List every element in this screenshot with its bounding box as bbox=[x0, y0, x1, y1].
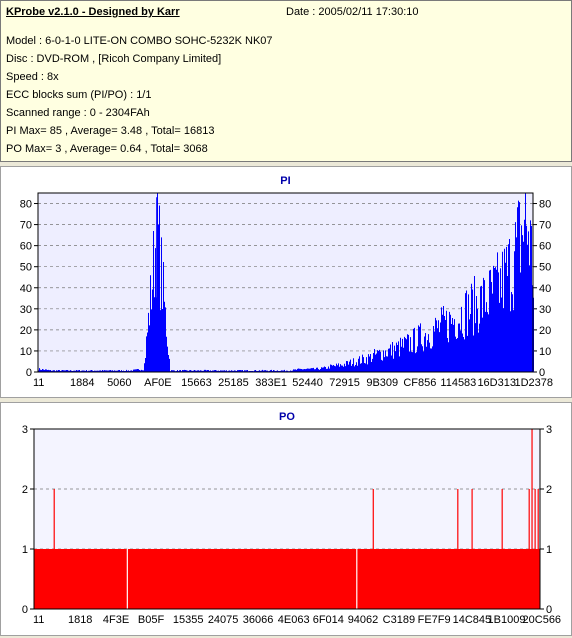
y-tick-label: 70 bbox=[20, 220, 32, 232]
pi-series bbox=[38, 193, 534, 372]
x-tick-label: 25185 bbox=[218, 377, 249, 389]
y-tick-label-right: 0 bbox=[539, 367, 545, 379]
po-series bbox=[34, 429, 540, 609]
y-tick-label: 10 bbox=[20, 346, 32, 358]
scan-date: Date : 2005/02/11 17:30:10 bbox=[286, 6, 419, 18]
x-tick-label: 52440 bbox=[292, 377, 323, 389]
chart-title: PO bbox=[279, 411, 295, 423]
x-tick-label: 5060 bbox=[107, 377, 131, 389]
x-tick-label: 20C566 bbox=[523, 614, 562, 626]
info-scanned-range: Scanned range : 0 - 2304FAh bbox=[6, 107, 150, 119]
y-tick-label-right: 50 bbox=[539, 262, 551, 274]
y-tick-label: 60 bbox=[20, 241, 32, 253]
po-chart: PO0 01 12 23 311 1818 4F3E B05F 15355 24075 36066 4… bbox=[22, 411, 562, 626]
y-tick-label-right: 20 bbox=[539, 325, 551, 337]
x-tick-label: 6F014 bbox=[313, 614, 344, 626]
plot-border bbox=[37, 192, 534, 373]
x-tick-label: 4E063 bbox=[278, 614, 310, 626]
x-tick-label: 11 bbox=[33, 377, 44, 389]
x-tick-label: 15663 bbox=[181, 377, 212, 389]
info-disc: Disc : DVD-ROM , [Ricoh Company Limited] bbox=[6, 53, 222, 65]
x-tick-label: 14C845 bbox=[453, 614, 492, 626]
x-tick-label: C3189 bbox=[383, 614, 415, 626]
y-tick-label-right: 10 bbox=[539, 346, 551, 358]
x-tick-label: 1818 bbox=[68, 614, 92, 626]
x-tick-label: 1884 bbox=[70, 377, 94, 389]
y-tick-label-right: 30 bbox=[539, 304, 551, 316]
y-tick-label: 1 bbox=[22, 544, 28, 556]
y-tick-label: 0 bbox=[22, 604, 28, 616]
y-tick-label: 20 bbox=[20, 325, 32, 337]
y-tick-label-right: 2 bbox=[546, 484, 552, 496]
app-title: KProbe v2.1.0 - Designed by Karr bbox=[6, 6, 180, 18]
info-po-stats: PO Max= 3 , Average= 0.64 , Total= 3068 bbox=[6, 143, 208, 155]
y-tick-label: 50 bbox=[20, 262, 32, 274]
disc-info-panel: KProbe v2.1.0 - Designed by Karr Date : … bbox=[0, 0, 572, 162]
x-tick-label: B05F bbox=[138, 614, 165, 626]
info-ecc-blocks: ECC blocks sum (PI/PO) : 1/1 bbox=[6, 89, 152, 101]
x-tick-label: FE7F9 bbox=[418, 614, 451, 626]
y-tick-label: 80 bbox=[20, 199, 32, 211]
x-tick-label: 72915 bbox=[329, 377, 360, 389]
y-tick-label-right: 3 bbox=[546, 424, 552, 436]
x-tick-label: 1D2378 bbox=[514, 377, 553, 389]
plot-border bbox=[33, 428, 541, 610]
y-tick-label-right: 60 bbox=[539, 241, 551, 253]
y-tick-label: 2 bbox=[22, 484, 28, 496]
x-tick-label: 16D313 bbox=[477, 377, 516, 389]
info-speed: Speed : 8x bbox=[6, 71, 59, 83]
y-tick-label: 30 bbox=[20, 304, 32, 316]
x-tick-label: 11 bbox=[33, 614, 44, 626]
x-tick-label: 9B309 bbox=[366, 377, 398, 389]
po-chart-panel: PO 0 0 1 1 2 2 3 3 11 1818 4F3E B05F 15355 24075 36066 4… bbox=[0, 402, 572, 636]
y-tick-label-right: 40 bbox=[539, 283, 551, 295]
y-tick-label-right: 80 bbox=[539, 199, 551, 211]
y-tick-label: 40 bbox=[20, 283, 32, 295]
x-tick-label: 24075 bbox=[208, 614, 239, 626]
info-model: Model : 6-0-1-0 LITE-ON COMBO SOHC-5232K… bbox=[6, 35, 273, 47]
x-tick-label: AF0E bbox=[144, 377, 172, 389]
info-pi-stats: PI Max= 85 , Average= 3.48 , Total= 1681… bbox=[6, 125, 215, 137]
x-tick-label: 15355 bbox=[173, 614, 204, 626]
chart-title: PI bbox=[280, 175, 290, 187]
info-lines: Model : 6-0-1-0 LITE-ON COMBO SOHC-5232K… bbox=[6, 34, 273, 160]
po-baseline-fill bbox=[34, 549, 540, 609]
x-tick-label: 1B1009 bbox=[488, 614, 526, 626]
pi-chart-panel: PI 0 0 10 10 20 20 30 30 40 40 50 50 60 60 70 70 80 80 11 18… bbox=[0, 166, 572, 398]
y-tick-label: 3 bbox=[22, 424, 28, 436]
x-tick-label: CF856 bbox=[403, 377, 436, 389]
x-tick-label: 114583 bbox=[440, 377, 476, 389]
x-tick-label: 36066 bbox=[243, 614, 274, 626]
y-tick-label-right: 70 bbox=[539, 220, 551, 232]
x-tick-label: 383E1 bbox=[255, 377, 287, 389]
y-tick-label: 0 bbox=[26, 367, 32, 379]
x-tick-label: 4F3E bbox=[103, 614, 129, 626]
y-tick-label-right: 1 bbox=[546, 544, 552, 556]
y-tick-label-right: 0 bbox=[546, 604, 552, 616]
x-tick-label: 94062 bbox=[348, 614, 379, 626]
